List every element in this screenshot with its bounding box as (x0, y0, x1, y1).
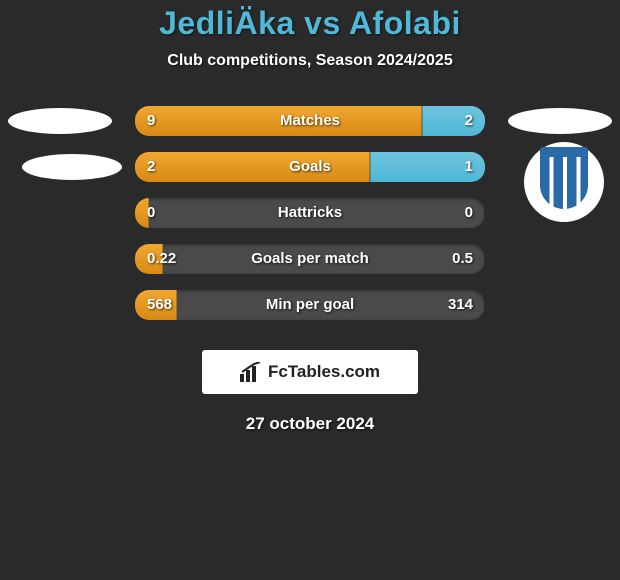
stat-value-right: 1 (465, 152, 473, 182)
stat-row: 2Goals1 (0, 144, 620, 190)
stat-row: 9Matches2 (0, 98, 620, 144)
footer-logo-text: FcTables.com (268, 362, 380, 382)
stat-bar: 0.22Goals per match0.5 (135, 244, 485, 274)
chart-icon (240, 362, 262, 382)
player-avatar-right (508, 108, 612, 134)
stat-row: 568Min per goal314 (0, 282, 620, 328)
player-avatar-left (22, 154, 122, 180)
stat-value-right: 314 (448, 290, 473, 320)
page-subtitle: Club competitions, Season 2024/2025 (0, 52, 620, 70)
stat-label: Min per goal (135, 290, 485, 320)
stat-label: Goals per match (135, 244, 485, 274)
stat-value-right: 0 (465, 198, 473, 228)
footer-date: 27 october 2024 (0, 414, 620, 434)
page-title: JedliÄka vs Afolabi (0, 5, 620, 42)
stat-value-right: 0.5 (452, 244, 473, 274)
stat-row: 0.22Goals per match0.5 (0, 236, 620, 282)
stat-label: Matches (135, 106, 485, 136)
stat-bar: 0Hattricks0 (135, 198, 485, 228)
stat-label: Goals (135, 152, 485, 182)
stats-area: 9Matches22Goals10Hattricks00.22Goals per… (0, 98, 620, 328)
stat-value-right: 2 (465, 106, 473, 136)
stat-row: 0Hattricks0 (0, 190, 620, 236)
stat-bar: 9Matches2 (135, 106, 485, 136)
footer-logo: FcTables.com (202, 350, 418, 394)
stat-bar: 2Goals1 (135, 152, 485, 182)
player-avatar-left (8, 108, 112, 134)
stat-bar: 568Min per goal314 (135, 290, 485, 320)
stat-label: Hattricks (135, 198, 485, 228)
